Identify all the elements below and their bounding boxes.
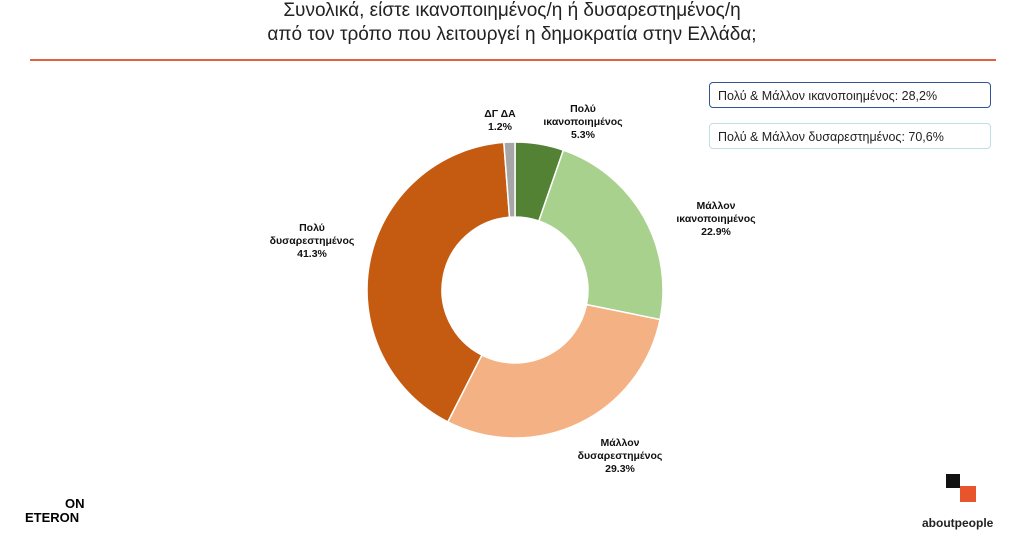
value-label: 1.2% xyxy=(488,121,512,133)
value-label: 41.3% xyxy=(297,248,327,260)
logo-text: ETERON xyxy=(25,510,80,525)
value-label: 29.3% xyxy=(605,463,635,475)
slice-label: Πολύ δυσαρεστημένος 41.3% xyxy=(257,222,367,261)
logo-icon xyxy=(946,474,960,488)
category-label: Μάλλον ικανοποιημένος xyxy=(676,200,756,225)
title-line: Συνολικά, είστε ικανοποιημένος/η ή δυσαρ… xyxy=(283,0,741,21)
annotation-box: Πολύ & Μάλλον ικανοποιημένος: 28,2% xyxy=(709,82,991,108)
donut-slice xyxy=(503,141,516,219)
donut-slice xyxy=(446,303,661,439)
slice-label: Μάλλον ικανοποιημένος 22.9% xyxy=(671,200,761,239)
category-label: ΔΓ ΔΑ xyxy=(484,108,516,120)
category-label: Πολύ ικανοποιημένος xyxy=(543,103,623,128)
value-label: 22.9% xyxy=(701,226,731,238)
value-label: 5.3% xyxy=(571,129,595,141)
donut-slice xyxy=(366,141,511,423)
logo-text: ON xyxy=(65,496,85,511)
slice-label: ΔΓ ΔΑ 1.2% xyxy=(475,108,525,134)
logo-left: ON ETERON xyxy=(25,497,85,525)
slice-label: Πολύ ικανοποιημένος 5.3% xyxy=(543,103,623,142)
donut-slice xyxy=(537,149,664,321)
category-label: Πολύ δυσαρεστημένος xyxy=(269,222,355,247)
category-label: Μάλλον δυσαρεστημένος xyxy=(577,437,663,462)
title-line: από τον τρόπο που λειτουργεί η δημοκρατί… xyxy=(267,24,757,45)
logo-icon xyxy=(960,486,976,502)
annotation-box: Πολύ & Μάλλον δυσαρεστημένος: 70,6% xyxy=(709,123,991,149)
logo-right: aboutpeople xyxy=(922,516,994,530)
slice-label: Μάλλον δυσαρεστημένος 29.3% xyxy=(565,437,675,476)
title-rule xyxy=(30,59,996,61)
